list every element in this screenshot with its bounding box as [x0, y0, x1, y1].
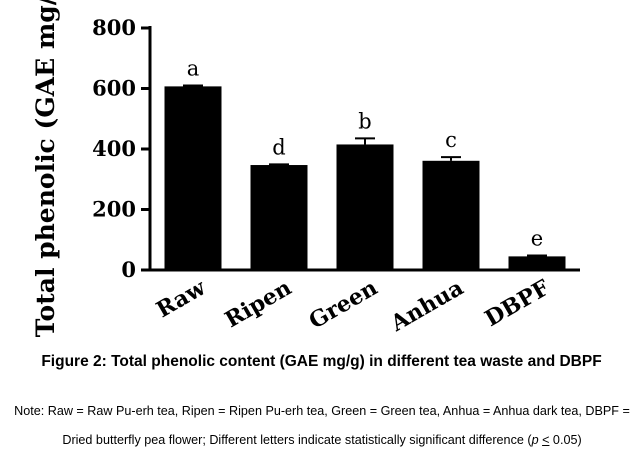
significance-letter: a: [187, 56, 200, 80]
significance-letter: b: [358, 109, 371, 133]
x-tick-label: Green: [305, 275, 382, 335]
note-leq-symbol: <: [542, 433, 550, 447]
y-tick-label: 0: [121, 257, 136, 282]
bar: [250, 165, 308, 270]
y-axis-label: Total phenolic (GAE mg/g): [31, 0, 60, 337]
bar: [508, 256, 566, 270]
bar: [422, 160, 480, 270]
significance-letter: c: [445, 128, 457, 152]
x-tick-label: DBPF: [481, 274, 555, 332]
significance-letter: e: [531, 226, 543, 250]
chart-bars: [164, 84, 566, 270]
significance-letter: d: [272, 135, 285, 159]
chart-labels: 0 200 400 600 800 a Raw d Ripen b Green c Anhua e DBPF: [92, 15, 554, 337]
y-tick-label: 600: [92, 76, 136, 101]
y-tick-label: 800: [92, 15, 136, 40]
note-text: Note: Raw = Raw Pu-erh tea, Ripen = Ripe…: [14, 404, 630, 447]
bar: [164, 86, 222, 270]
x-tick-label: Raw: [152, 274, 211, 323]
figure-caption: Figure 2: Total phenolic content (GAE mg…: [41, 353, 602, 370]
y-tick-label: 400: [92, 136, 136, 161]
bar-chart: 0 200 400 600 800 a Raw d Ripen b Green c Anhua e DBPF…: [31, 0, 580, 337]
bar: [336, 144, 394, 270]
note-p-symbol: p: [531, 433, 539, 447]
figure-note: Note: Raw = Raw Pu-erh tea, Ripen = Ripe…: [4, 397, 640, 455]
y-tick-label: 200: [92, 197, 136, 222]
note-threshold: 0.05): [549, 433, 582, 447]
x-tick-label: Ripen: [221, 275, 296, 334]
x-tick-label: Anhua: [385, 275, 468, 338]
